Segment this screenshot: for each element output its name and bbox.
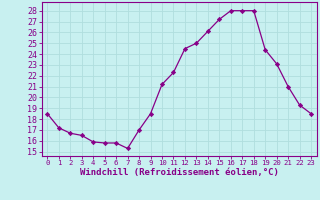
X-axis label: Windchill (Refroidissement éolien,°C): Windchill (Refroidissement éolien,°C)	[80, 168, 279, 177]
